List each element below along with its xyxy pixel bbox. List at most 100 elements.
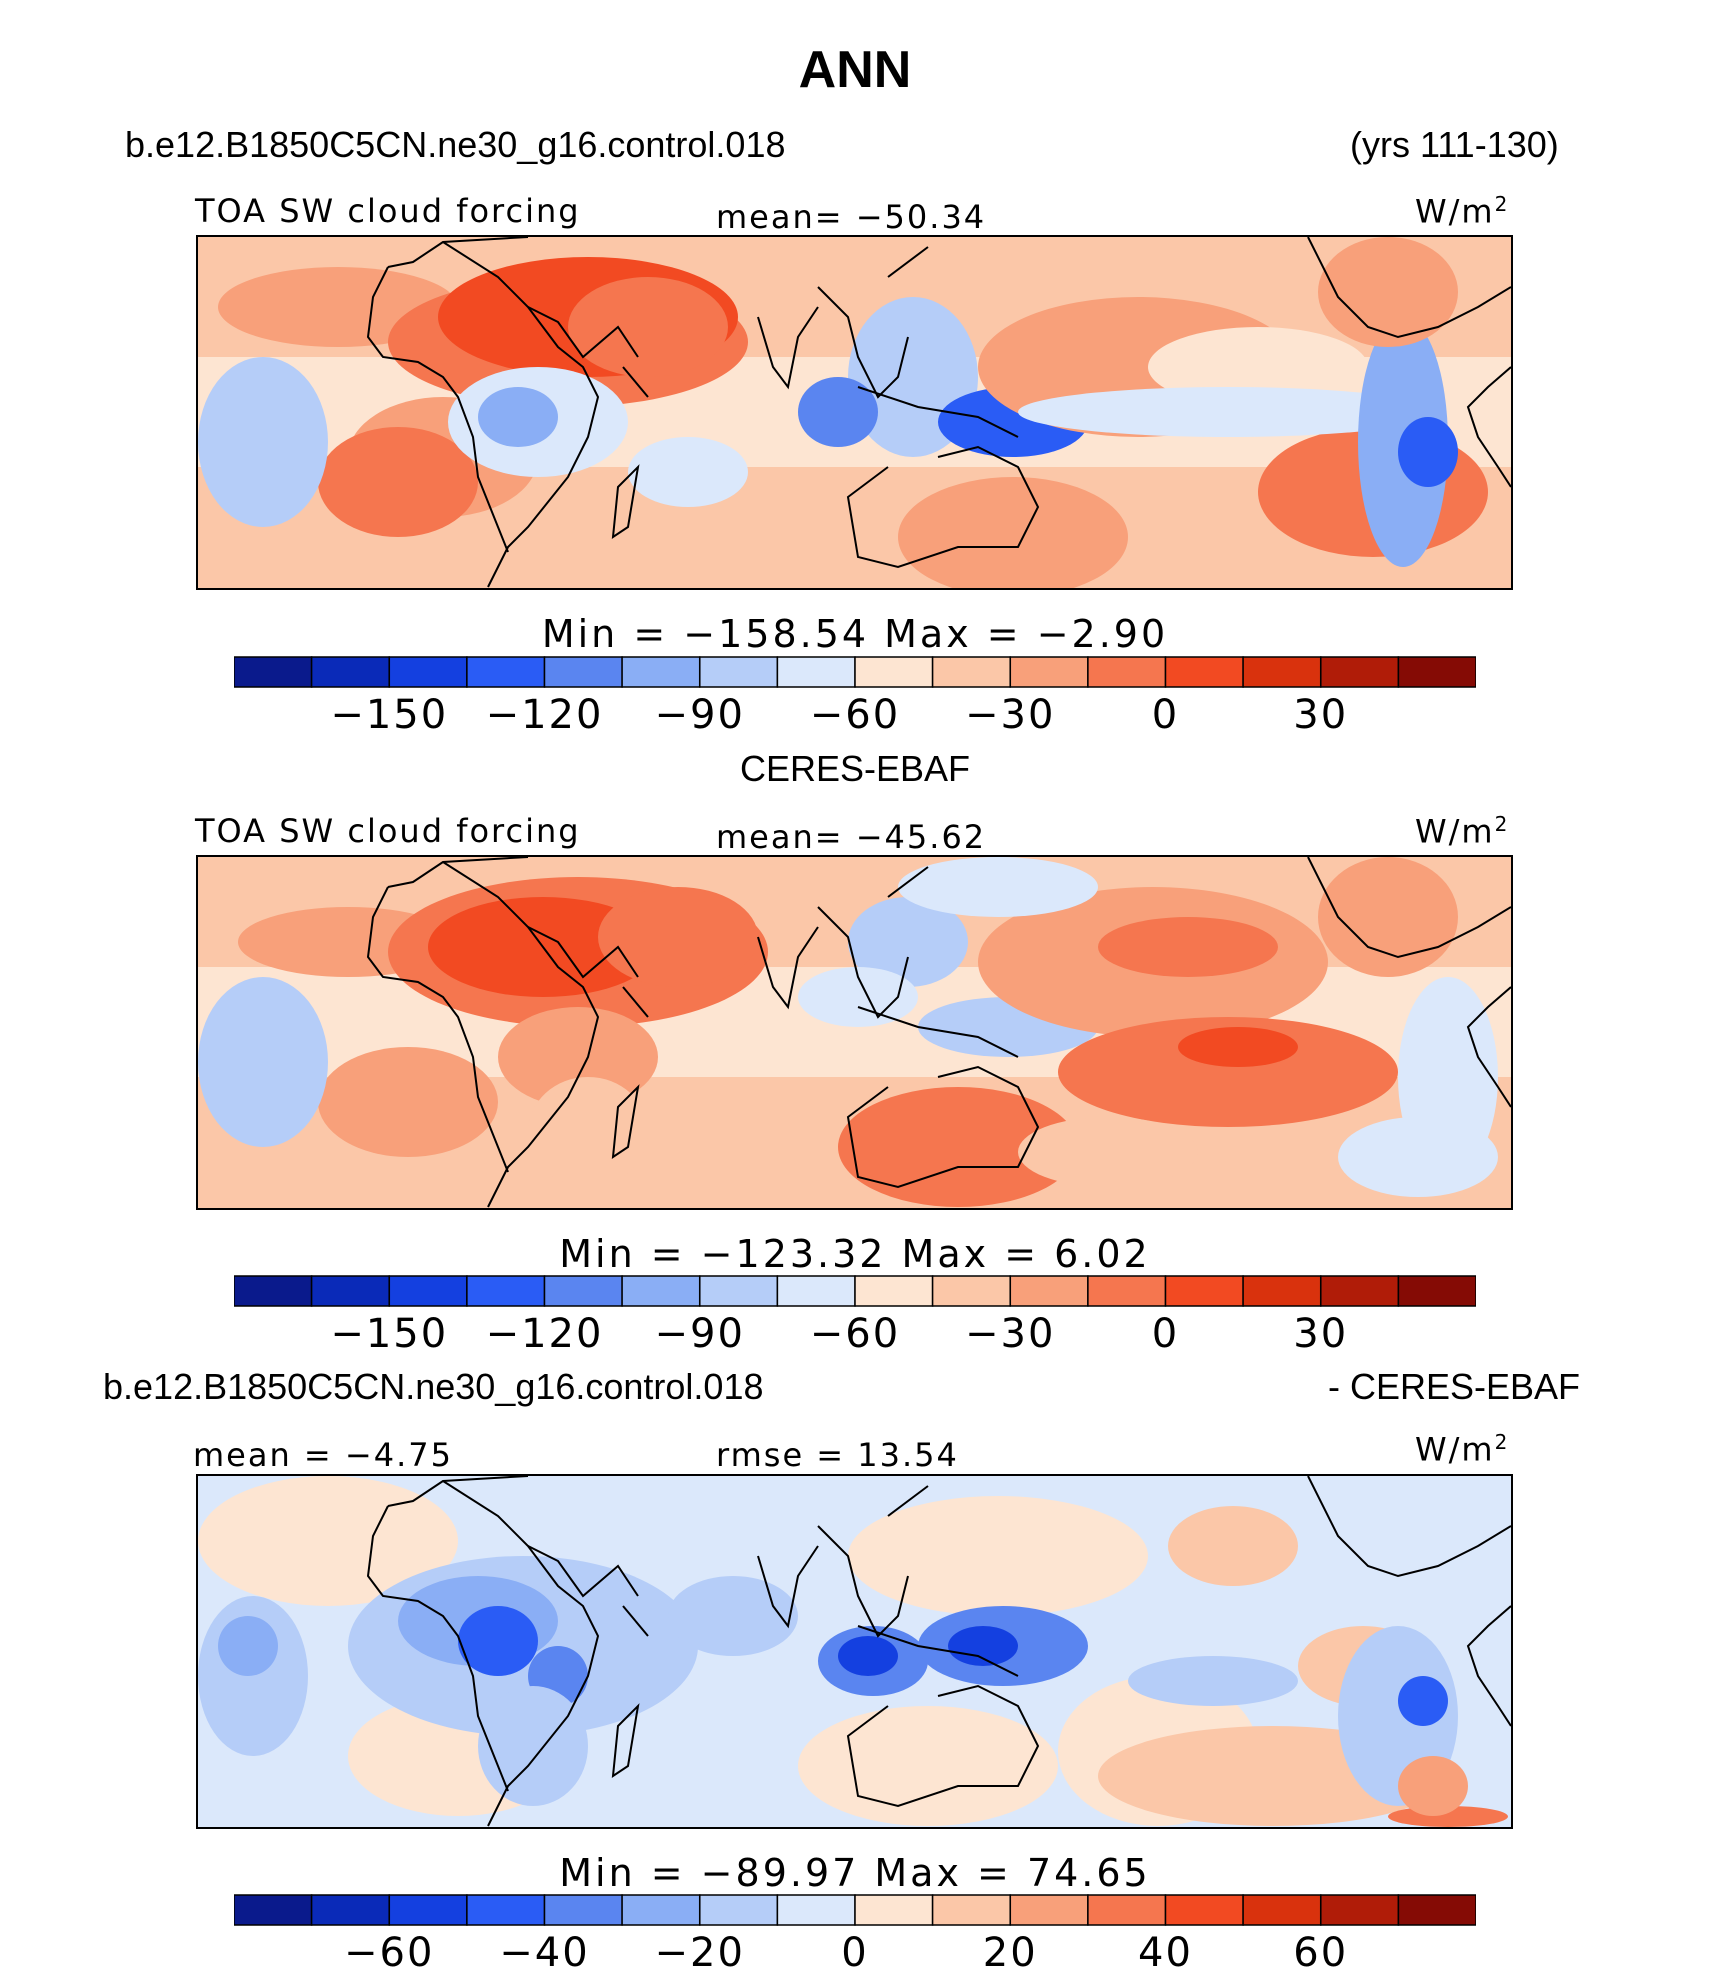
colorbar-tick-2-2: −20 [654,1930,745,1976]
map-field-1-16 [1178,1027,1298,1067]
coastline-0-9 [1466,366,1511,488]
colorbar-tick-1-6: 30 [1293,1311,1349,1357]
colorbar-box-1-4 [543,1275,623,1307]
colorbar-tick-0-6: 30 [1293,692,1349,738]
colorbar-box-1-15 [1397,1275,1476,1307]
panel2-colorbar [234,1275,1476,1307]
colorbar-box-2-3 [466,1894,546,1926]
colorbar-tick-0-5: 0 [1151,692,1180,738]
colorbar-box-2-8 [854,1894,934,1926]
colorbar-box-0-4 [543,656,623,688]
map-field-2-17 [668,1576,798,1656]
colorbar-box-1-6 [699,1275,779,1307]
map-field-2-8 [1168,1506,1298,1586]
obs-name: CERES-EBAF [739,748,971,789]
map-field-1-10 [848,897,968,987]
colorbar-box-1-10 [1009,1275,1089,1307]
map-field-1-20 [1318,857,1458,977]
map-field-2-24 [1398,1676,1448,1726]
panel2-variable: TOA SW cloud forcing [195,812,581,850]
colorbar-box-2-2 [388,1894,468,1926]
map-field-1-19 [198,977,328,1147]
colorbar-tick-2-4: 20 [982,1930,1038,1976]
map-field-0-16 [1148,327,1368,407]
map-field-0-20 [198,357,328,527]
coastline-0-4 [817,246,929,399]
coastline-1-4 [817,866,929,1019]
map-field-1-17 [838,1087,1078,1207]
colorbar-tick-1-5: 0 [1151,1311,1180,1357]
case-name: b.e12.B1850C5CN.ne30_g16.control.018 [125,124,786,165]
colorbar-box-0-10 [1009,656,1089,688]
colorbar-box-2-1 [310,1894,390,1926]
map-field-2-3 [848,1496,1148,1616]
colorbar-box-1-12 [1164,1275,1244,1307]
map-field-1-11 [798,967,918,1027]
colorbar-box-1-8 [854,1275,934,1307]
coastline-0-6 [846,445,1040,569]
colorbar-box-1-7 [776,1275,856,1307]
coastline-0-7 [611,464,640,540]
panel2-mean: mean= −45.62 [716,818,987,856]
colorbar-tick-1-2: −90 [654,1311,745,1357]
colorbar-tick-0-0: −150 [330,692,449,738]
colorbar-box-2-0 [234,1894,313,1926]
map-field-1-22 [1338,1117,1498,1197]
colorbar-box-1-9 [931,1275,1011,1307]
coastline-1-3 [757,926,819,1010]
colorbar-tick-1-3: −60 [809,1311,901,1357]
coastline-1-2 [527,926,649,1018]
coastline-0-8 [1307,237,1511,339]
colorbar-box-1-13 [1242,1275,1322,1307]
map-field-0-17 [898,477,1128,588]
map-field-0-11 [628,437,748,507]
colorbar-box-2-13 [1242,1894,1322,1926]
colorbar-tick-2-0: −60 [344,1930,435,1976]
map-field-1-14 [1098,917,1278,977]
colorbar-box-0-7 [776,656,856,688]
panel3-mean: mean = −4.75 [193,1436,453,1474]
colorbar-box-1-5 [621,1275,701,1307]
coastline-1-5 [857,1006,1019,1058]
map-field-1-23 [898,857,1098,917]
map-field-2-12 [458,1606,538,1676]
colorbar-tick-2-5: 40 [1138,1930,1193,1976]
colorbar-tick-0-1: −120 [485,692,604,738]
coastline-2-1 [366,1505,509,1792]
colorbar-box-0-14 [1320,656,1400,688]
map-field-0-10 [478,387,558,447]
coastline-2-8 [1307,1476,1511,1578]
panel3-colorbar [234,1894,1476,1926]
panel2-minmax: Min = −123.32 Max = 6.02 [559,1232,1151,1276]
colorbar-tick-0-4: −30 [965,692,1056,738]
colorbar-box-2-7 [776,1894,856,1926]
colorbar-box-0-2 [388,656,468,688]
colorbar-box-0-12 [1164,656,1244,688]
panel1-variable: TOA SW cloud forcing [195,192,581,230]
colorbar-box-0-6 [699,656,779,688]
colorbar-box-1-14 [1320,1275,1400,1307]
colorbar-box-1-1 [310,1275,390,1307]
coastline-1-1 [366,886,509,1173]
colorbar-tick-1-4: −30 [965,1311,1056,1357]
coastline-2-6 [846,1684,1040,1808]
map-field-1-7 [598,887,758,987]
coastline-1-9 [1466,986,1511,1108]
colorbar-box-1-2 [388,1275,468,1307]
panel1-mean: mean= −50.34 [716,198,987,236]
coastline-1-8 [1307,857,1511,959]
colorbar-tick-1-1: −120 [485,1311,604,1357]
figure-title: ANN [798,41,912,99]
colorbar-box-2-10 [1009,1894,1089,1926]
colorbar-tick-2-6: 60 [1293,1930,1349,1976]
map-field-0-13 [798,377,878,447]
colorbar-box-0-8 [854,656,934,688]
coastline-2-7 [611,1703,640,1779]
coastline-2-4 [817,1485,929,1638]
map-field-2-26 [1398,1756,1468,1816]
colorbar-box-0-9 [931,656,1011,688]
map-field-0-8 [568,277,728,377]
panel3-rmse: rmse = 13.54 [716,1436,959,1474]
colorbar-box-2-15 [1397,1894,1476,1926]
colorbar-box-2-11 [1087,1894,1167,1926]
